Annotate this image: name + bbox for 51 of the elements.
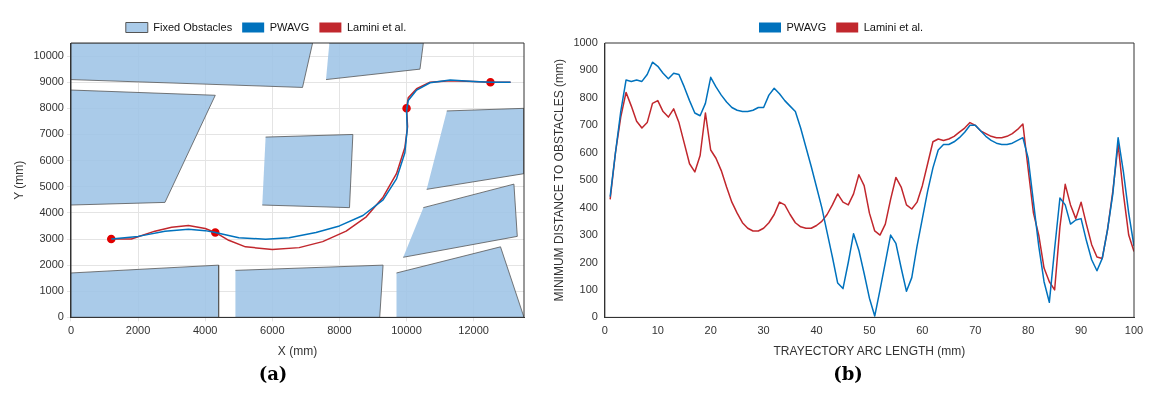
x-tick-label: 50 [863,324,876,337]
y-axis-title: MINIMUM DISTANCE TO OBSTACLES (mm) [551,58,566,302]
y-tick-label: 0 [591,310,598,323]
x-tick-label: 0 [601,324,608,337]
y-tick-label: 100 [579,282,598,295]
y-axis-title: Y (mm) [11,160,26,200]
y-tick-label: 1000 [39,284,64,297]
y-tick-label: 600 [579,145,598,158]
y-tick-label: 800 [579,90,598,103]
y-tick-label: 6000 [39,153,64,166]
y-tick-label: 200 [579,255,598,268]
x-tick-label: 30 [757,324,770,337]
text: (a) [257,363,289,384]
x-tick-label: 8000 [327,324,352,337]
y-tick-label: 400 [579,200,598,213]
x-tick-label: 40 [810,324,823,337]
y-tick-label: 900 [579,63,598,76]
x-tick-label: 4000 [192,324,218,337]
x-tick-label: 100 [1124,324,1144,337]
x-tick-label: 0 [67,324,75,337]
legend-label: Lamini et al. [346,20,407,33]
legend-label: PWAVG [269,20,310,33]
y-tick-label: 2000 [39,258,64,271]
x-tick-label: 10 [651,324,664,337]
x-tick-label: 12000 [458,324,489,337]
legend-label: PWAVG [786,20,827,33]
x-tick-label: 70 [969,324,982,337]
x-tick-label: 10000 [391,324,422,337]
y-tick-label: 300 [579,228,598,241]
x-axis-title: X (mm) [277,344,318,359]
x-tick-label: 80 [1022,324,1035,337]
x-tick-label: 90 [1074,324,1088,337]
y-tick-label: 0 [57,310,64,323]
x-tick-label: 2000 [125,324,151,337]
y-tick-label: 4000 [39,205,64,218]
y-tick-label: 700 [579,118,598,131]
y-tick-label: 500 [579,173,598,186]
x-axis-title: TRAYECTORY ARC LENGTH (mm) [773,344,966,359]
legend-label: Fixed Obstacles [153,20,233,33]
y-tick-label: 9000 [39,75,64,88]
legend-label: Lamini et al. [863,20,924,33]
x-tick-label: 60 [916,324,929,337]
y-tick-label: 1000 [573,36,598,49]
y-tick-label: 8000 [39,101,64,114]
y-tick-label: 5000 [39,179,64,192]
y-tick-label: 7000 [39,127,64,140]
y-tick-label: 3000 [39,232,64,245]
x-tick-label: 6000 [260,324,285,337]
x-tick-label: 20 [704,324,717,337]
text: (b) [832,363,864,384]
y-tick-label: 10000 [33,49,64,62]
